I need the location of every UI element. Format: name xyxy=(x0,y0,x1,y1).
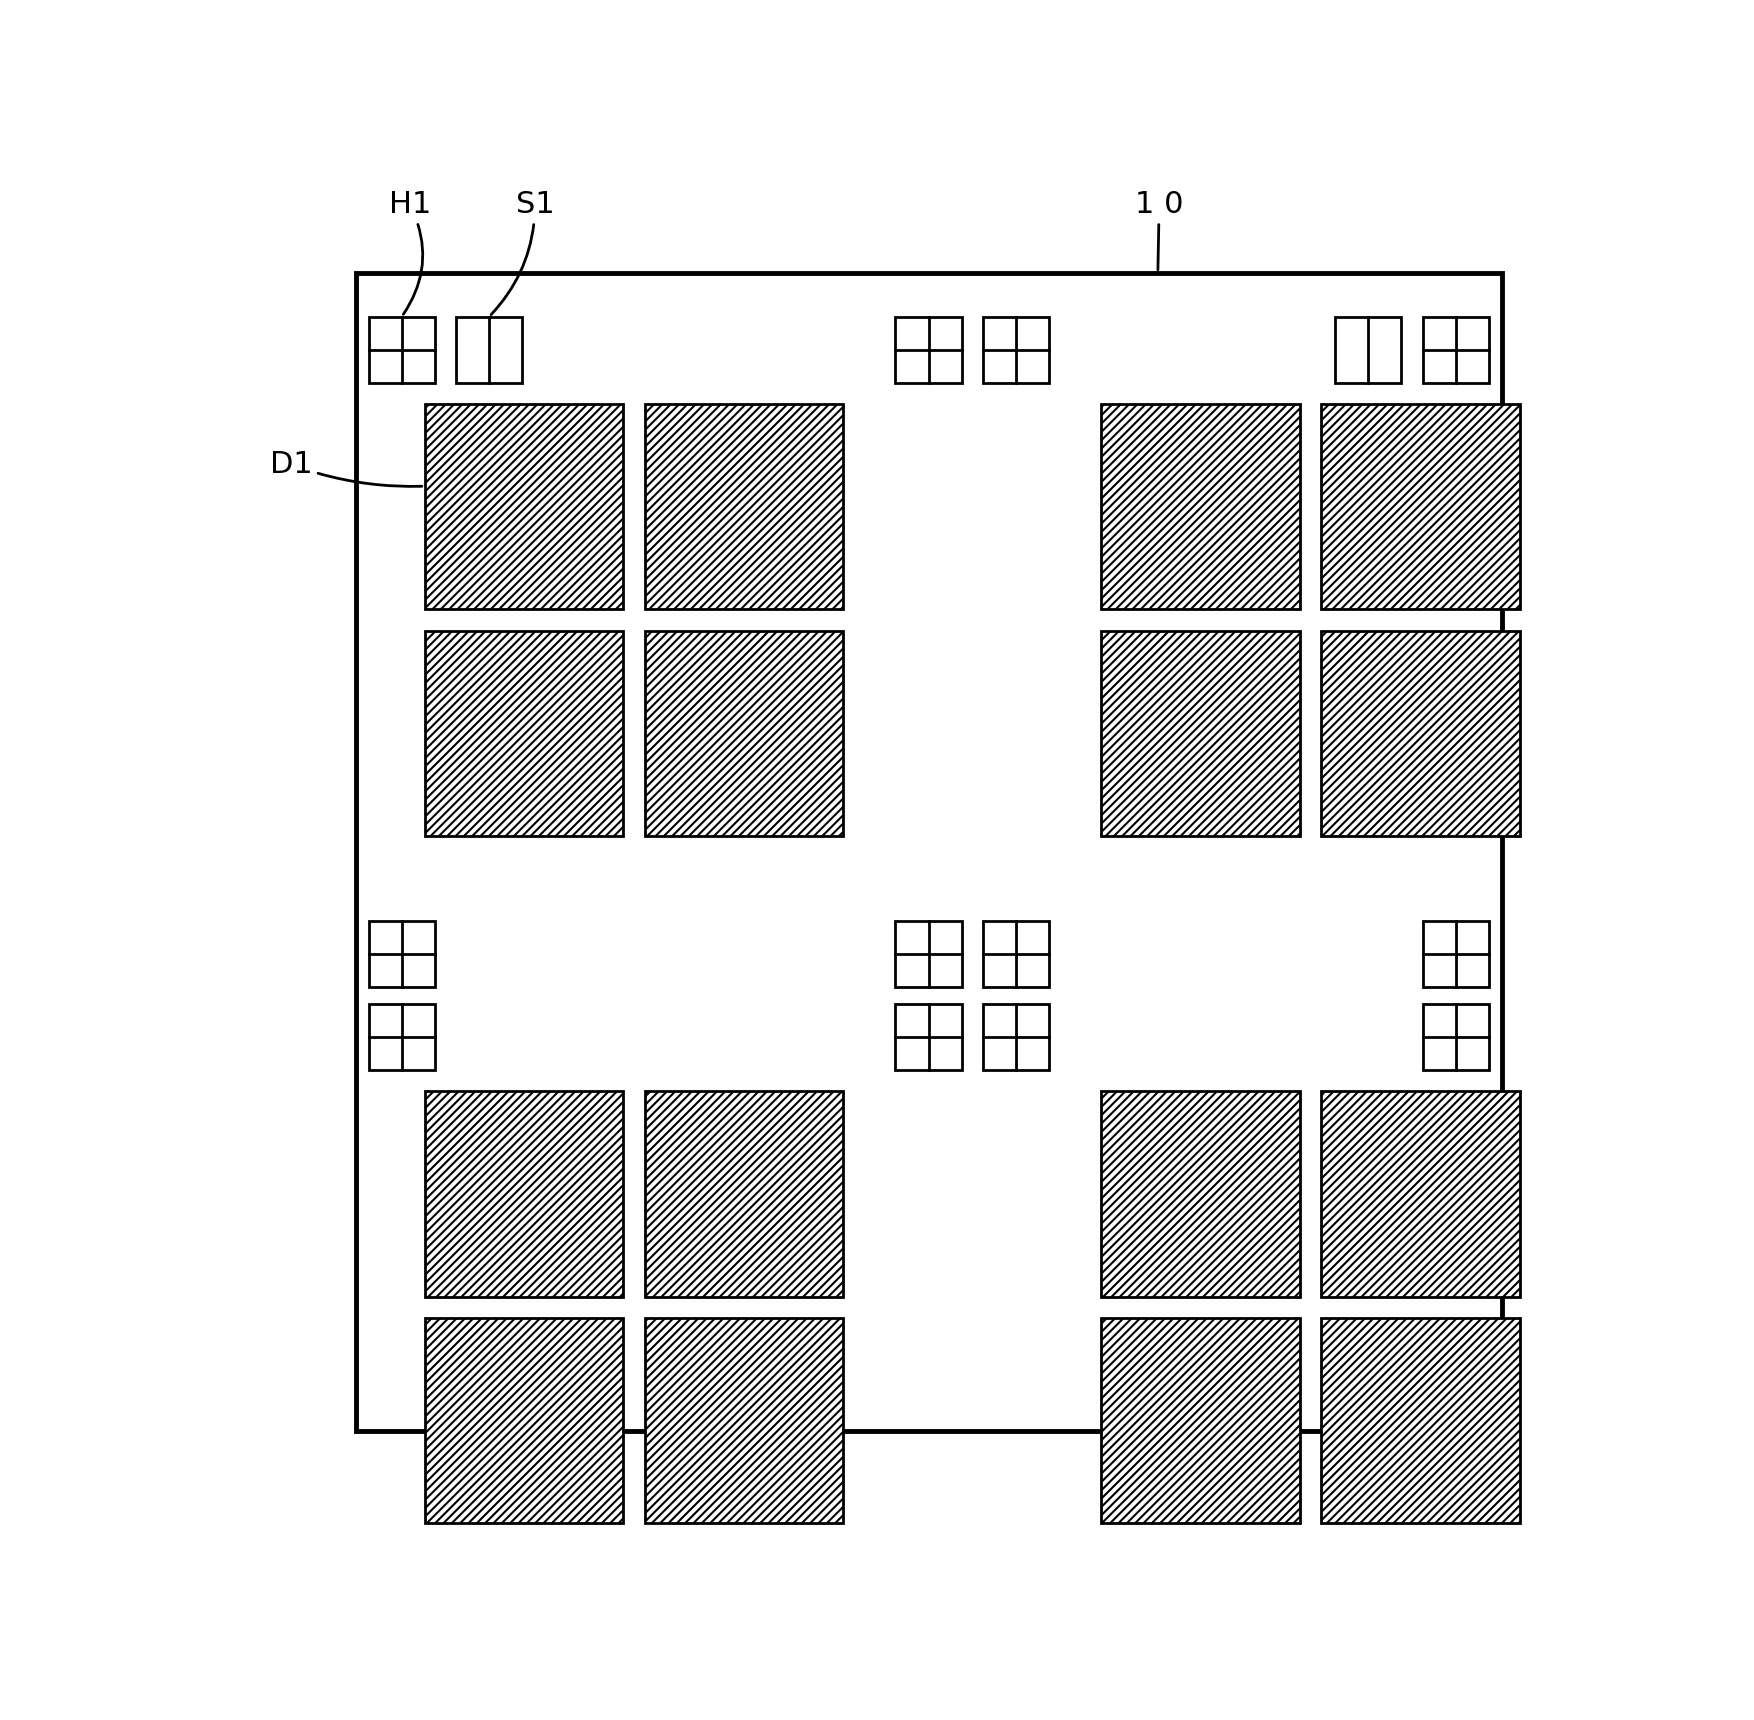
Bar xyxy=(644,1318,844,1524)
Bar xyxy=(356,273,1501,1431)
Bar xyxy=(644,404,844,609)
Bar xyxy=(1422,316,1489,384)
Bar xyxy=(1321,631,1521,836)
Bar xyxy=(368,1004,435,1070)
Bar xyxy=(424,1090,623,1297)
Bar xyxy=(1321,1090,1521,1297)
Bar xyxy=(456,1608,523,1674)
Bar xyxy=(982,920,1049,987)
Bar xyxy=(982,316,1049,384)
Bar xyxy=(896,1608,961,1674)
Text: S1: S1 xyxy=(491,189,554,315)
Bar xyxy=(456,316,523,384)
Bar xyxy=(1422,1608,1489,1674)
Bar xyxy=(368,316,435,384)
Bar xyxy=(424,404,623,609)
Bar xyxy=(896,1004,961,1070)
Bar xyxy=(1422,920,1489,987)
Bar xyxy=(368,1608,435,1674)
Text: 1 0: 1 0 xyxy=(1135,189,1184,270)
Bar xyxy=(1102,1090,1300,1297)
Bar xyxy=(896,920,961,987)
Bar xyxy=(1102,1318,1300,1524)
Bar xyxy=(1335,316,1401,384)
Bar xyxy=(1321,404,1521,609)
Bar xyxy=(424,1318,623,1524)
Bar xyxy=(644,1090,844,1297)
Bar xyxy=(982,1608,1049,1674)
Bar xyxy=(1321,1318,1521,1524)
Bar xyxy=(982,1004,1049,1070)
Bar xyxy=(1335,1608,1401,1674)
Bar xyxy=(368,920,435,987)
Bar xyxy=(1102,631,1300,836)
Bar xyxy=(1102,404,1300,609)
Bar xyxy=(896,316,961,384)
Bar xyxy=(644,631,844,836)
Bar xyxy=(424,631,623,836)
Text: H1: H1 xyxy=(388,189,431,315)
Text: D1: D1 xyxy=(270,451,423,487)
Bar xyxy=(1422,1004,1489,1070)
